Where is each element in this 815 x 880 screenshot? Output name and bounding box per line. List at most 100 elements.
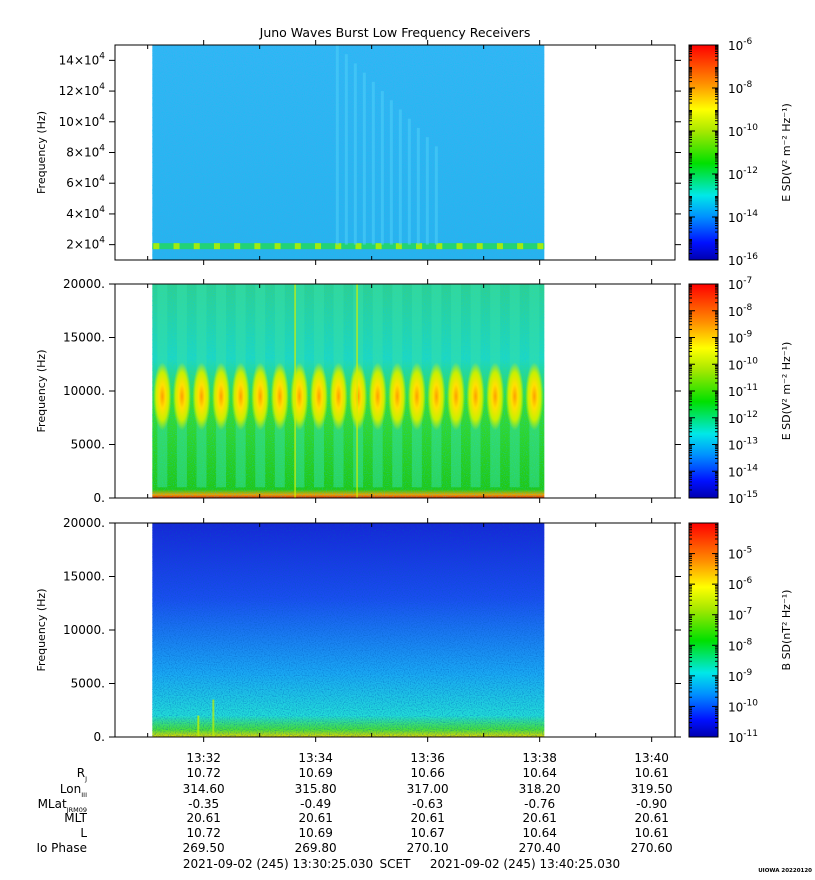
ephemeris-value: 20.61 bbox=[298, 811, 332, 825]
ephemeris-value: -0.63 bbox=[412, 797, 443, 811]
ephemeris-row-label: MLT bbox=[64, 811, 87, 825]
burst-blob bbox=[309, 362, 328, 431]
burst-blob bbox=[388, 362, 407, 431]
ephemeris-value: -0.35 bbox=[188, 797, 219, 811]
colorbar-label: E SD(V² m⁻² Hz⁻¹) bbox=[780, 342, 793, 441]
colorbar-tick-label: 10-7 bbox=[728, 607, 752, 623]
emission-band bbox=[152, 243, 545, 250]
spectrogram-panel-2: 0. 5000. 10000. 15000. 20000. Frequency (Hz) 1… bbox=[35, 276, 793, 506]
ephemeris-value: 10.69 bbox=[298, 766, 332, 780]
x-tick-label: 13:32 bbox=[186, 751, 221, 765]
y-tick-label: 14×104 bbox=[59, 51, 106, 67]
colorbar bbox=[688, 522, 719, 738]
colorbar-tick-label: 10-6 bbox=[728, 576, 753, 592]
colorbar-tick-label: 10-8 bbox=[728, 303, 753, 319]
burst-blob bbox=[427, 362, 446, 431]
colorbar-label: E SD(V² m⁻² Hz⁻¹) bbox=[780, 103, 793, 202]
emission-burst bbox=[173, 243, 180, 250]
ephemeris-value: 20.61 bbox=[186, 811, 220, 825]
ephemeris-row-label: Io Phase bbox=[36, 841, 87, 855]
y-tick-label: 12×104 bbox=[59, 82, 106, 98]
time-range-label: SCET bbox=[380, 857, 412, 871]
ephemeris-value: 270.40 bbox=[519, 841, 561, 855]
emission-burst bbox=[254, 243, 261, 250]
y-tick-label: 15000. bbox=[63, 331, 105, 345]
ephemeris-value: 10.67 bbox=[410, 826, 444, 840]
ephemeris-value: -0.90 bbox=[636, 797, 667, 811]
colorbar-tick-label: 10-12 bbox=[728, 410, 758, 426]
burst-blob bbox=[407, 362, 426, 431]
x-tick-label: 13:34 bbox=[298, 751, 333, 765]
colorbar-tick-label: 10-5 bbox=[728, 546, 752, 562]
colorbar-tick-label: 10-10 bbox=[728, 123, 758, 139]
burst-streak bbox=[197, 715, 200, 737]
emission-burst bbox=[213, 243, 220, 250]
burst-streak bbox=[362, 72, 366, 245]
ephemeris-value: 10.72 bbox=[186, 826, 220, 840]
burst-streak bbox=[434, 146, 438, 245]
burst-streak bbox=[356, 284, 358, 498]
y-tick-label: 10×104 bbox=[59, 113, 106, 129]
time-range-end: 2021-09-02 (245) 13:40:25.030 bbox=[430, 857, 620, 871]
burst-streak bbox=[335, 45, 339, 245]
ephemeris-value: 317.00 bbox=[407, 782, 449, 796]
spectrogram-noise bbox=[152, 45, 545, 260]
ephemeris-value: 10.61 bbox=[634, 766, 668, 780]
x-tick-label: 13:36 bbox=[410, 751, 445, 765]
burst-streak bbox=[389, 100, 393, 245]
ephemeris-value: 10.64 bbox=[522, 766, 556, 780]
y-tick-label: 20000. bbox=[63, 516, 105, 530]
colorbar-tick-label: 10-14 bbox=[728, 209, 758, 225]
ephemeris-value: 270.60 bbox=[631, 841, 673, 855]
ephemeris-value: 269.80 bbox=[295, 841, 337, 855]
ephemeris-value: 318.20 bbox=[519, 782, 561, 796]
ephemeris-row-label: LonIII bbox=[60, 782, 87, 799]
ephemeris-value: 10.61 bbox=[634, 826, 668, 840]
y-tick-label: 15000. bbox=[63, 570, 105, 584]
burst-blob bbox=[270, 362, 289, 431]
burst-blob bbox=[486, 362, 505, 431]
colorbar-tick-label: 10-16 bbox=[728, 252, 758, 268]
ephemeris-value: 10.64 bbox=[522, 826, 556, 840]
y-axis-label: Frequency (Hz) bbox=[35, 589, 48, 672]
burst-blob bbox=[349, 362, 368, 431]
y-tick-label: 0. bbox=[94, 491, 105, 505]
burst-blob bbox=[231, 362, 250, 431]
y-tick-label: 6×104 bbox=[66, 174, 105, 190]
ephemeris-value: 314.60 bbox=[183, 782, 225, 796]
ephemeris-value: 20.61 bbox=[410, 811, 444, 825]
y-tick-label: 2×104 bbox=[66, 236, 105, 252]
emission-burst bbox=[537, 243, 544, 250]
colorbar-tick-label: 10-8 bbox=[728, 80, 753, 96]
x-tick-label: 13:40 bbox=[634, 751, 669, 765]
colorbar-tick-label: 10-15 bbox=[728, 490, 758, 506]
emission-burst bbox=[496, 243, 503, 250]
emission-burst bbox=[153, 243, 160, 250]
colorbar-tick-label: 10-6 bbox=[728, 37, 753, 53]
credit-label: UIOWA 20220120 bbox=[758, 868, 812, 874]
ephemeris-value: 10.69 bbox=[298, 826, 332, 840]
y-tick-label: 8×104 bbox=[66, 144, 105, 160]
ephemeris-value: 10.72 bbox=[186, 766, 220, 780]
emission-burst bbox=[456, 243, 463, 250]
burst-blob bbox=[368, 362, 387, 431]
ephemeris-value: 270.10 bbox=[407, 841, 449, 855]
burst-blob bbox=[329, 362, 348, 431]
burst-blob bbox=[153, 362, 172, 431]
spectrogram-noise bbox=[152, 523, 545, 737]
burst-blob bbox=[251, 362, 270, 431]
colorbar-tick-label: 10-10 bbox=[728, 356, 758, 372]
emission-burst bbox=[315, 243, 322, 250]
burst-streak bbox=[380, 91, 384, 245]
burst-streak bbox=[371, 81, 375, 245]
colorbar-tick-label: 10-11 bbox=[728, 729, 758, 745]
burst-streak bbox=[344, 54, 348, 245]
colorbar-label: B SD(nT² Hz⁻¹) bbox=[780, 590, 793, 671]
burst-blob bbox=[172, 362, 191, 431]
spectrogram-panel-1: 2×104 4×104 6×104 8×104 10×104 12×104 14×104 Fr… bbox=[35, 37, 793, 268]
chart-title: Juno Waves Burst Low Frequency Receivers bbox=[259, 25, 531, 40]
ephemeris-value: 315.80 bbox=[295, 782, 337, 796]
y-tick-label: 10000. bbox=[63, 384, 105, 398]
burst-blob bbox=[466, 362, 485, 431]
